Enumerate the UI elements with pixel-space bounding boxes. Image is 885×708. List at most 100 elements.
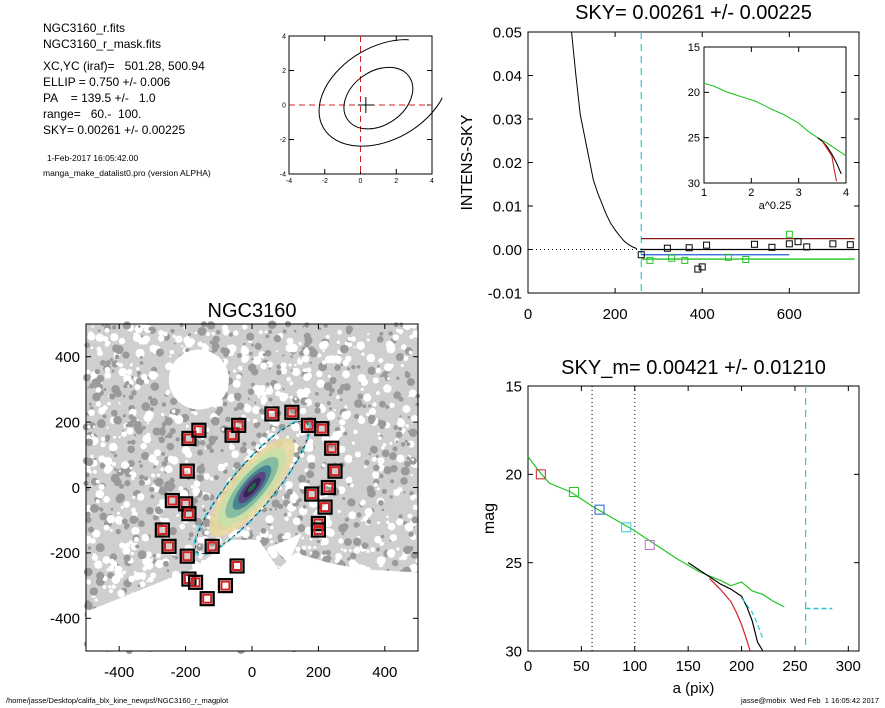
image-speckle — [248, 367, 252, 371]
image-speckle — [403, 545, 412, 555]
image-speckle — [367, 366, 376, 375]
image-speckle — [138, 520, 145, 528]
image-speckle — [306, 479, 310, 484]
mag-xtick-label: 200 — [729, 658, 754, 675]
image-speckle — [175, 408, 181, 414]
image-speckle — [113, 468, 118, 472]
image-speckle — [303, 348, 310, 356]
image-speckle — [140, 442, 147, 450]
image-speckle — [377, 364, 380, 368]
image-speckle — [90, 454, 94, 458]
image-speckle — [290, 355, 294, 358]
image-speckle — [268, 534, 273, 539]
image-speckle — [89, 406, 94, 411]
info-mask: NGC3160_r_mask.fits — [43, 37, 162, 51]
masked-star-box — [327, 463, 343, 479]
image-speckle — [348, 549, 352, 552]
image-speckle — [127, 440, 132, 445]
image-speckle — [112, 435, 116, 439]
image-speckle — [393, 391, 402, 400]
mag-ytick-label: 30 — [505, 643, 522, 660]
image-speckle — [117, 589, 125, 598]
image-speckle — [129, 471, 134, 476]
image-speckle — [389, 441, 393, 445]
image-speckle — [341, 420, 346, 425]
image-speckle — [128, 575, 135, 583]
mag-xtick-label: 300 — [836, 658, 861, 675]
image-speckle — [149, 407, 154, 412]
image-speckle — [123, 374, 132, 384]
sky-point-marker — [750, 240, 758, 248]
image-speckle — [190, 484, 195, 489]
image-speckle — [408, 531, 414, 537]
image-speckle — [258, 351, 266, 359]
image-speckle — [293, 329, 297, 333]
image-speckle — [385, 404, 390, 409]
image-speckle — [282, 329, 287, 334]
masked-star-box — [310, 522, 326, 538]
image-speckle — [124, 469, 133, 478]
mag-ytick-label: 15 — [505, 378, 522, 395]
image-speckle — [87, 332, 96, 341]
image-speckle — [383, 363, 393, 372]
image-speckle — [286, 435, 290, 439]
image-speckle — [348, 559, 357, 567]
image-speckle — [143, 476, 149, 481]
image-speckle — [411, 458, 415, 461]
image-speckle — [131, 526, 140, 536]
mag-series-red — [709, 578, 751, 652]
image-speckle — [184, 450, 193, 459]
image-speckle — [328, 392, 333, 397]
image-speckle — [236, 402, 245, 410]
image-speckle — [121, 431, 128, 437]
image-speckle — [345, 355, 352, 363]
image-speckle — [82, 535, 92, 544]
image-speckle — [342, 497, 346, 500]
image-speckle — [130, 416, 137, 423]
image-speckle — [410, 551, 418, 559]
sky-point-marker — [742, 256, 750, 264]
image-speckle — [92, 378, 101, 388]
image-speckle — [321, 463, 326, 468]
image-speckle — [185, 424, 189, 428]
image-speckle — [260, 362, 268, 370]
image-speckle — [270, 550, 278, 559]
masked-star-box-inner — [157, 525, 168, 536]
image-speckle — [317, 353, 322, 358]
image-speckle — [316, 370, 323, 378]
mag-frame — [527, 385, 860, 652]
image-speckle — [265, 387, 274, 395]
fit-ellipse-inner — [194, 420, 310, 555]
inset-xtick-label: 2 — [748, 187, 754, 199]
sky-point-marker — [768, 243, 776, 251]
image-speckle — [192, 524, 196, 528]
image-speckle — [242, 324, 248, 330]
image-speckle — [200, 527, 203, 531]
image-speckle — [412, 504, 419, 511]
image-speckle — [241, 345, 247, 351]
image-speckle — [294, 397, 297, 400]
image-speckle — [179, 523, 186, 530]
image-speckle — [389, 534, 397, 542]
masked-star-box — [324, 440, 340, 456]
image-speckle — [400, 363, 404, 367]
image-speckle — [396, 547, 400, 551]
masked-star-box — [304, 486, 320, 502]
image-speckle — [104, 342, 110, 347]
image-speckle — [407, 430, 410, 433]
image-speckle — [252, 384, 261, 393]
image-speckle — [150, 572, 157, 579]
image-speckle — [313, 512, 317, 516]
image-speckle — [169, 349, 175, 355]
image-speckle — [302, 505, 307, 509]
image-speckle — [350, 336, 357, 342]
image-speckle — [364, 507, 373, 516]
image-speckle — [211, 332, 215, 336]
image-speckle — [393, 322, 399, 328]
image-speckle — [353, 413, 360, 419]
image-speckle — [94, 560, 103, 569]
image-speckle — [118, 337, 126, 345]
image-speckle — [133, 376, 138, 381]
image-speckle — [386, 548, 396, 558]
image-speckle — [270, 540, 274, 544]
